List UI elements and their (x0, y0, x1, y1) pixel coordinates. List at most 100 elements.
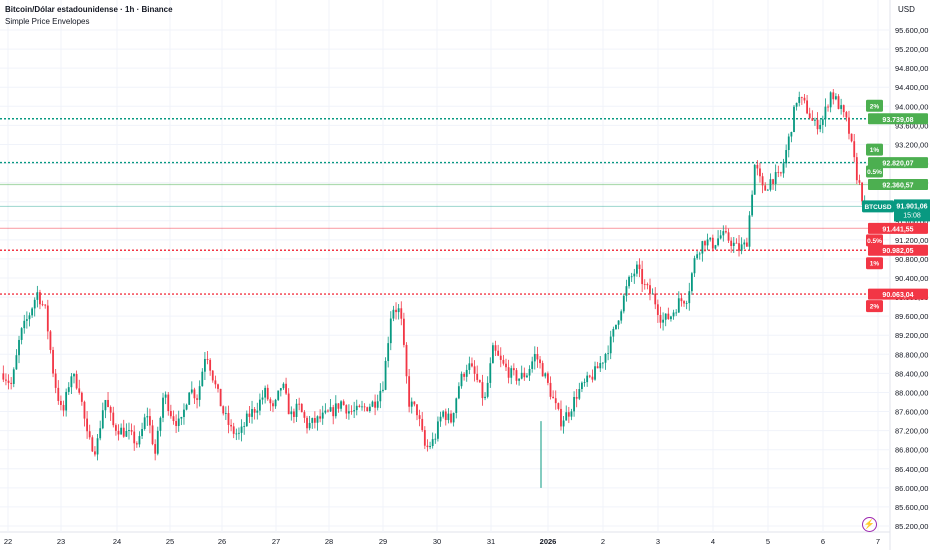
candle-body (649, 285, 651, 294)
candle-body (295, 403, 298, 417)
envelope-pct-flag[interactable]: 2% (866, 99, 883, 112)
candle-body (177, 418, 180, 426)
candle-body (211, 370, 214, 381)
candle-body (180, 417, 183, 419)
price-tick-label: 87.200,00 (895, 427, 928, 436)
candle-body (109, 407, 112, 413)
symbol-title[interactable]: Bitcoin/Dólar estadounidense · 1h · Bina… (5, 5, 173, 14)
candle-body (497, 350, 500, 356)
candle-body (853, 141, 856, 158)
price-tag[interactable]: 90.063,04 (868, 288, 928, 300)
candle-body (293, 411, 295, 417)
currency-label[interactable]: USD (898, 5, 915, 14)
candle-body (803, 97, 806, 101)
candle-body (641, 269, 644, 285)
price-tick-label: 88.000,00 (895, 388, 928, 397)
price-tick-label: 85.200,00 (895, 522, 928, 531)
candle-body (311, 418, 314, 423)
candle-body (298, 403, 301, 405)
candle-body (539, 359, 541, 364)
candle-body (861, 182, 863, 202)
price-tick-label: 91.200,00 (895, 236, 928, 245)
candle-body (541, 363, 544, 377)
candle-body (460, 373, 463, 387)
candle-body (704, 241, 706, 246)
candle-body (523, 372, 526, 378)
candle-body (512, 368, 515, 371)
price-tick-label: 94.800,00 (895, 64, 928, 73)
price-tag[interactable]: 90.982,05 (868, 244, 928, 256)
candle-body (154, 444, 157, 454)
candle-body (748, 215, 751, 247)
candle-body (667, 313, 670, 320)
candle-body (518, 378, 520, 381)
candle-body (848, 117, 850, 134)
candle-body (450, 413, 452, 423)
candle-body (759, 168, 761, 177)
candle-body (52, 349, 54, 374)
candle-body (313, 418, 316, 423)
current-price-marker[interactable]: BTCUSD 91.901,06 15:08 (862, 199, 930, 222)
candle-body (659, 314, 662, 323)
candle-body (54, 373, 57, 388)
candle-body (457, 386, 460, 399)
candle-body (437, 421, 439, 439)
envelope-pct-flag[interactable]: 1% (866, 143, 883, 156)
candle-body (837, 96, 840, 109)
price-tag[interactable]: 91.441,55 (868, 222, 928, 234)
candle-body (201, 371, 204, 387)
candle-body (219, 388, 222, 407)
candle-body (303, 412, 306, 418)
candle-body (353, 410, 356, 412)
candle-body (395, 309, 397, 313)
candle-body (384, 360, 387, 390)
candle-body (33, 299, 36, 309)
price-tag[interactable]: 92.820,07 (868, 157, 928, 169)
price-tick-label: 89.200,00 (895, 331, 928, 340)
candle-body (515, 370, 518, 381)
candle-body (327, 410, 329, 412)
candle-body (596, 366, 599, 369)
candle-body (795, 102, 798, 107)
candle-body (308, 422, 311, 429)
symbol-legend: Bitcoin/Dólar estadounidense · 1h · Bina… (5, 4, 173, 28)
indicator-name[interactable]: Simple Price Envelopes (5, 17, 90, 26)
envelope-pct-flag[interactable]: 2% (866, 300, 883, 313)
candle-body (719, 235, 722, 239)
candle-body (329, 407, 332, 412)
price-tag[interactable]: 92.360,57 (868, 178, 928, 190)
candle-body (560, 408, 562, 427)
candle-body (379, 390, 382, 402)
candle-body (745, 242, 748, 247)
candle-body (282, 383, 285, 389)
candle-body (824, 106, 827, 120)
candle-body (735, 242, 738, 244)
candle-body (656, 304, 659, 315)
envelope-pct-flag[interactable]: 1% (866, 257, 883, 270)
candle-body (65, 391, 68, 411)
candle-body (175, 421, 178, 426)
time-tick-label: 6 (821, 537, 825, 546)
time-tick-label: 2026 (540, 537, 557, 546)
candle-body (510, 368, 513, 378)
candle-body (816, 119, 819, 130)
envelope-pct-flag[interactable]: 0.5% (866, 234, 883, 247)
price-tag-bg (868, 157, 928, 169)
candle-body (25, 319, 28, 321)
candle-body (261, 397, 264, 400)
candle-body (2, 373, 5, 380)
candle-body (277, 390, 280, 400)
lightning-icon[interactable]: ⚡ (862, 517, 877, 532)
candle-body (732, 242, 735, 246)
price-tag[interactable]: 93.739,08 (868, 113, 928, 125)
candle-body (769, 179, 772, 190)
price-tag-bg (868, 244, 928, 256)
candle-body (620, 311, 623, 321)
envelope-pct-flag[interactable]: 0.5% (866, 165, 883, 178)
candle-body (714, 245, 717, 249)
candle-body (209, 359, 212, 371)
candle-body (743, 242, 746, 245)
candle-body (112, 412, 115, 426)
